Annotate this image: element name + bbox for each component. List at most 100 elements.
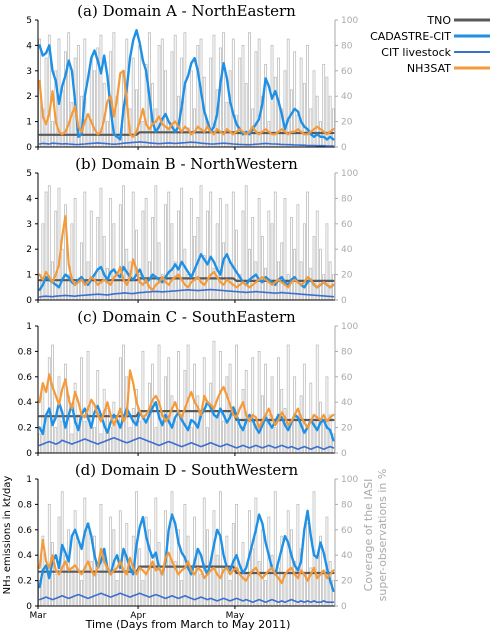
coverage-bar (89, 57, 93, 148)
coverage-bar (67, 32, 71, 148)
coverage-bar (218, 491, 222, 607)
y-tick-label: 2 (26, 245, 32, 255)
coverage-bar (141, 350, 145, 454)
coverage-bar (312, 236, 316, 301)
coverage-bar (70, 102, 74, 148)
y2-tick-label: 20 (341, 118, 353, 128)
coverage-bar (86, 114, 90, 148)
y2-tick-label: 60 (341, 220, 353, 230)
coverage-bar (206, 427, 209, 454)
coverage-bar (154, 427, 158, 454)
y-tick-label: 1 (26, 118, 32, 128)
coverage-bar (264, 363, 268, 454)
y2-tick-label: 100 (341, 322, 358, 332)
panels: (a) Domain A - NorthEastern0123450204060… (18, 2, 359, 621)
coverage-bar (64, 363, 67, 454)
coverage-bar (280, 242, 284, 301)
legend-label-nh3sat: NH3SAT (407, 62, 451, 75)
coverage-bar (302, 223, 306, 301)
y-tick-label: 0.8 (18, 347, 33, 357)
coverage-bar (286, 344, 290, 454)
coverage-bar (44, 567, 48, 607)
coverage-bar (302, 363, 306, 454)
coverage-bar (189, 70, 193, 148)
coverage-bars (38, 340, 335, 454)
coverage-bar (231, 38, 235, 148)
coverage-bar (54, 573, 58, 607)
legend: TNO CADASTRE-CIT CIT livestock NH3SAT (370, 14, 490, 75)
coverage-bar (212, 34, 216, 148)
coverage-bar (96, 217, 100, 301)
y-tick-label: 4 (26, 194, 32, 204)
coverage-bar (202, 497, 206, 607)
panel-d: (d) Domain D - SouthWestern 0 0.2 0.4 0.6 0.8… (18, 461, 359, 621)
coverage-bar (302, 83, 306, 148)
y2-tick-label: 80 (341, 41, 353, 51)
y2-tick-label: 60 (341, 67, 353, 77)
panel-title: (c) Domain C - SouthEastern (77, 308, 296, 326)
coverage-bar (215, 223, 219, 301)
coverage-bar (273, 491, 277, 607)
coverage-bar (47, 357, 51, 454)
coverage-bar (222, 420, 226, 454)
coverage-bar (141, 210, 145, 301)
coverage-bar (115, 274, 119, 301)
coverage-bar (325, 223, 329, 301)
y2-tick-label: 100 (341, 169, 358, 179)
coverage-bar (89, 210, 93, 301)
coverage-bar (70, 223, 74, 301)
coverage-bar (331, 108, 335, 148)
coverage-bar (164, 204, 167, 301)
coverage-bar (238, 427, 242, 454)
y2-tick-label: 80 (341, 500, 353, 510)
coverage-bar (160, 573, 164, 607)
coverage-bar (131, 57, 135, 148)
coverage-bar (235, 229, 238, 301)
coverage-bar (315, 344, 319, 454)
coverage-bar (141, 121, 145, 148)
coverage-bar (112, 223, 116, 301)
coverage-bar (160, 38, 164, 148)
x-tick-label-apr: Apr (130, 611, 146, 621)
y-tick-label: 0 (26, 449, 32, 459)
coverage-bar (273, 427, 277, 454)
coverage-bar (257, 38, 261, 148)
y-tick-label: 0 (26, 296, 32, 306)
coverage-bar (51, 542, 54, 607)
coverage-bar (251, 357, 255, 454)
coverage-bar (80, 242, 83, 301)
coverage-bar (212, 340, 216, 454)
coverage-bar (193, 363, 196, 454)
y2-tick-label: 40 (341, 398, 353, 408)
series-line-cadastre-cit (38, 401, 335, 442)
coverage-bar (306, 523, 309, 607)
panel-c: (c) Domain C - SouthEastern 0 0.2 0.4 0.6 0.8… (18, 308, 359, 459)
coverage-bar (257, 197, 261, 301)
coverage-bar (170, 223, 174, 301)
coverage-bar (225, 376, 229, 454)
y-tick-label: 1 (26, 271, 32, 281)
coverage-bar (115, 580, 119, 607)
coverage-bar (290, 89, 293, 148)
coverage-bar (112, 401, 116, 454)
legend-label-cit-livestock: CIT livestock (381, 46, 451, 59)
y-tick-label: 3 (26, 67, 32, 77)
coverage-bar (177, 210, 180, 301)
coverage-bar (286, 510, 290, 607)
coverage-bar (254, 497, 258, 607)
coverage-bar (109, 516, 113, 607)
coverage-bar (222, 32, 226, 148)
y2-tick-label: 0 (341, 296, 347, 306)
y-tick-label: 0 (26, 143, 32, 153)
coverage-bar (51, 344, 54, 454)
coverage-bar (183, 248, 187, 301)
series-line-cit-livestock (38, 288, 335, 298)
coverage-bar (128, 567, 132, 607)
coverage-bar (241, 210, 245, 301)
panel-b: (b) Domain B - NorthWestern 0 1 2 3 4 5 0 20 40 60… (26, 155, 358, 306)
coverage-bar (170, 491, 174, 607)
coverage-bar (319, 401, 322, 454)
y-axis-label-right-line2: super-observations in % (376, 469, 389, 602)
coverage-bar (244, 83, 248, 148)
y2-tick-label: 0 (341, 449, 347, 459)
